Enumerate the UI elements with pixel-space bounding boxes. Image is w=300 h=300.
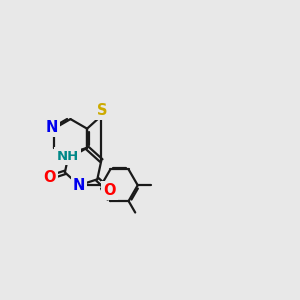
Text: S: S: [97, 103, 107, 118]
Text: O: O: [103, 183, 116, 198]
Text: N: N: [73, 178, 85, 193]
Text: NH: NH: [56, 150, 79, 163]
Text: O: O: [43, 170, 56, 185]
Text: N: N: [45, 120, 58, 135]
